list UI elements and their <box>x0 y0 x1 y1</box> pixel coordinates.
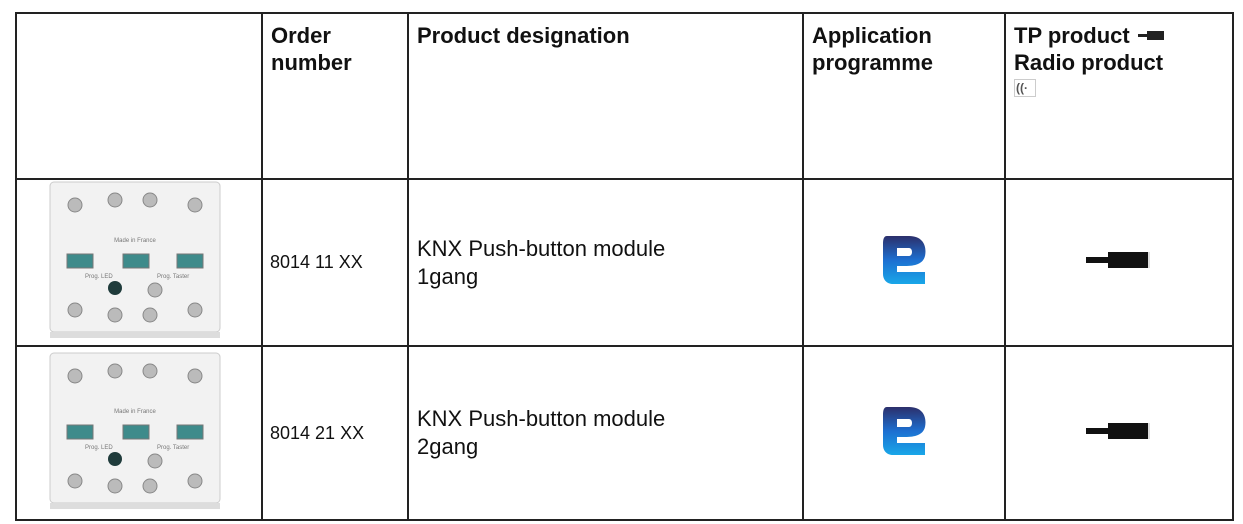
designation-cell: KNX Push-button module 1gang <box>407 178 804 347</box>
icon-part <box>187 473 203 488</box>
icon-part <box>142 307 158 323</box>
icon-part <box>142 192 158 208</box>
icon-part <box>883 236 926 284</box>
icon-part <box>108 281 122 295</box>
icon-part <box>883 406 926 455</box>
icon-part <box>67 302 83 318</box>
radio-icon: ((· <box>1014 79 1036 97</box>
image-label: Made in France <box>114 409 156 415</box>
image-label: Prog. LED <box>85 274 113 280</box>
icon-part <box>1086 427 1110 434</box>
icon-part <box>107 192 123 208</box>
icon-part <box>122 424 150 439</box>
icon-part <box>1086 422 1150 439</box>
tp-cell <box>1004 345 1234 521</box>
icon-part <box>50 502 220 509</box>
product-row: Made in France Prog. LED Prog. Taster 8014 … <box>15 345 1234 521</box>
icon-part <box>122 253 150 269</box>
header-cell <box>15 12 263 180</box>
app-cell <box>802 178 1006 347</box>
designation: KNX Push-button module 2gang <box>417 406 666 459</box>
icon-part <box>142 363 158 378</box>
product-image: Made in France Prog. LED Prog. Taster <box>49 352 221 509</box>
image-label: Prog. LED <box>85 445 113 451</box>
icon-part <box>1108 422 1148 439</box>
icon-part <box>107 307 123 323</box>
icon-part <box>142 478 158 493</box>
tp-header: TP product <box>1014 22 1224 49</box>
app-cell <box>802 345 1006 521</box>
radio-header: Radio product <box>1014 50 1164 75</box>
designation-cell: KNX Push-button module 2gang <box>407 345 804 521</box>
icon-part <box>883 406 926 455</box>
icon-part <box>1086 257 1110 263</box>
icon-part <box>176 253 204 269</box>
icon-part <box>107 363 123 378</box>
tp-cell <box>1004 178 1234 347</box>
product-image: Made in France Prog. LED Prog. Taster <box>49 181 221 338</box>
icon-part <box>176 424 204 439</box>
header-cell: Product designation <box>407 12 804 180</box>
header-row: Order number Product designation Applica… <box>15 12 1234 180</box>
icon-part <box>187 368 203 383</box>
image-label: Prog. Taster <box>157 274 189 280</box>
header-cell: TP product Radio product ((· <box>1004 12 1234 180</box>
icon-part <box>187 197 203 213</box>
order-number: 8014 21 XX <box>261 345 409 521</box>
icon-part <box>66 424 94 439</box>
icon-part <box>147 453 163 468</box>
icon-part <box>108 451 122 466</box>
image-label: Made in France <box>114 238 156 244</box>
header-cell: Order number <box>261 12 409 180</box>
icon-part <box>67 368 83 383</box>
image-label: Prog. Taster <box>157 445 189 451</box>
icon-part <box>67 473 83 488</box>
icon-part <box>66 253 94 269</box>
icon-part <box>1148 422 1150 439</box>
icon-part <box>187 302 203 318</box>
header-text: TP product <box>1014 23 1130 48</box>
order-number: 8014 11 XX <box>261 178 409 347</box>
tp-icon <box>1137 31 1164 40</box>
image-cell: Made in France Prog. LED Prog. Taster <box>15 345 263 521</box>
icon-part <box>1086 252 1150 268</box>
icon-part <box>147 282 163 298</box>
icon-part <box>1148 252 1150 268</box>
icon-part <box>883 236 926 284</box>
product-row: Made in France Prog. LED Prog. Taster 8014 … <box>15 178 1234 347</box>
image-cell: Made in France Prog. LED Prog. Taster <box>15 178 263 347</box>
svg-text:((·: ((· <box>1016 81 1028 95</box>
icon-part <box>50 332 220 338</box>
icon-part <box>67 197 83 213</box>
product-table: Order number Product designation Applica… <box>15 12 1234 521</box>
header-cell: Application programme <box>802 12 1006 180</box>
designation: KNX Push-button module 1gang <box>417 235 666 289</box>
icon-part <box>1108 252 1148 268</box>
icon-part <box>107 478 123 493</box>
